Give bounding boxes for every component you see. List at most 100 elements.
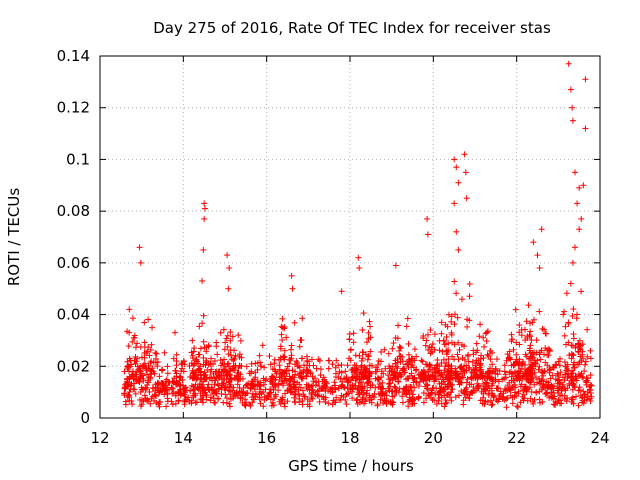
data-point — [396, 389, 403, 396]
data-point — [457, 379, 464, 386]
data-point — [435, 391, 442, 398]
data-point — [514, 403, 521, 410]
data-point — [360, 391, 367, 398]
data-point — [431, 397, 438, 404]
x-tick-label: 12 — [90, 429, 109, 447]
data-point — [587, 372, 594, 379]
data-point — [147, 400, 154, 407]
data-point — [570, 306, 577, 313]
data-point — [275, 380, 282, 387]
data-point — [358, 366, 365, 373]
data-point — [197, 372, 204, 379]
data-point — [346, 355, 353, 362]
data-point — [281, 400, 288, 407]
data-point — [486, 367, 493, 374]
data-point — [385, 350, 392, 357]
data-point — [272, 391, 279, 398]
data-point — [172, 329, 178, 336]
data-point — [266, 353, 273, 360]
data-point — [463, 195, 470, 202]
data-point — [177, 392, 184, 399]
data-point — [464, 353, 471, 360]
data-point — [125, 343, 132, 350]
data-point — [142, 365, 149, 372]
data-point — [555, 396, 562, 403]
data-point — [563, 290, 570, 297]
data-point — [283, 367, 290, 374]
data-point — [201, 215, 208, 222]
data-point — [451, 341, 458, 348]
data-point — [556, 400, 563, 407]
data-point — [203, 375, 210, 382]
data-point — [284, 363, 291, 370]
data-point — [218, 384, 225, 391]
data-point — [163, 403, 170, 410]
data-point — [587, 389, 594, 396]
data-point — [485, 352, 492, 359]
data-point — [453, 290, 460, 297]
data-point — [355, 254, 362, 261]
data-point — [575, 402, 582, 409]
data-point — [372, 384, 379, 391]
data-point — [401, 388, 408, 395]
data-point — [366, 392, 373, 399]
data-point — [422, 361, 429, 368]
data-point — [374, 361, 381, 368]
data-point — [347, 347, 354, 354]
data-point — [150, 384, 157, 391]
data-point — [286, 381, 293, 388]
data-point — [236, 351, 243, 358]
data-point — [581, 361, 588, 368]
data-point — [550, 382, 557, 389]
data-point — [294, 363, 301, 370]
data-point — [163, 387, 170, 394]
data-point — [500, 393, 507, 400]
data-point — [299, 398, 306, 405]
data-point — [473, 340, 480, 347]
data-point — [194, 385, 201, 392]
data-point — [481, 401, 488, 408]
data-point — [207, 360, 214, 367]
data-point — [138, 354, 145, 361]
data-point — [126, 374, 133, 381]
data-point — [586, 386, 593, 393]
x-tick-label: 18 — [340, 429, 359, 447]
data-point — [122, 398, 129, 405]
data-point — [364, 374, 371, 381]
data-point — [483, 338, 490, 345]
data-point — [426, 362, 433, 369]
data-point — [149, 324, 156, 331]
data-point — [210, 370, 217, 377]
data-point — [466, 365, 473, 372]
data-point — [220, 399, 227, 406]
data-point — [164, 363, 171, 370]
data-point — [288, 355, 295, 362]
data-point — [444, 368, 451, 375]
data-point — [294, 379, 301, 386]
data-point — [276, 362, 283, 369]
data-point — [162, 386, 169, 393]
data-point — [454, 351, 461, 358]
data-point — [578, 288, 585, 295]
data-point — [207, 397, 214, 404]
data-point — [315, 356, 322, 363]
data-point — [420, 366, 427, 373]
data-point — [383, 392, 390, 399]
data-point — [448, 329, 455, 336]
data-point — [582, 358, 589, 365]
data-point — [126, 355, 133, 362]
data-point — [148, 358, 155, 365]
data-point — [242, 390, 249, 397]
data-point — [377, 396, 384, 403]
data-point — [163, 376, 170, 383]
data-point — [155, 389, 162, 396]
data-point — [379, 379, 386, 386]
data-point — [232, 362, 239, 369]
data-point — [217, 357, 224, 364]
y-tick-label: 0 — [80, 409, 90, 427]
data-point — [486, 385, 493, 392]
data-point — [281, 323, 288, 330]
data-point — [570, 400, 577, 407]
data-point — [169, 390, 176, 397]
data-point — [130, 375, 137, 382]
